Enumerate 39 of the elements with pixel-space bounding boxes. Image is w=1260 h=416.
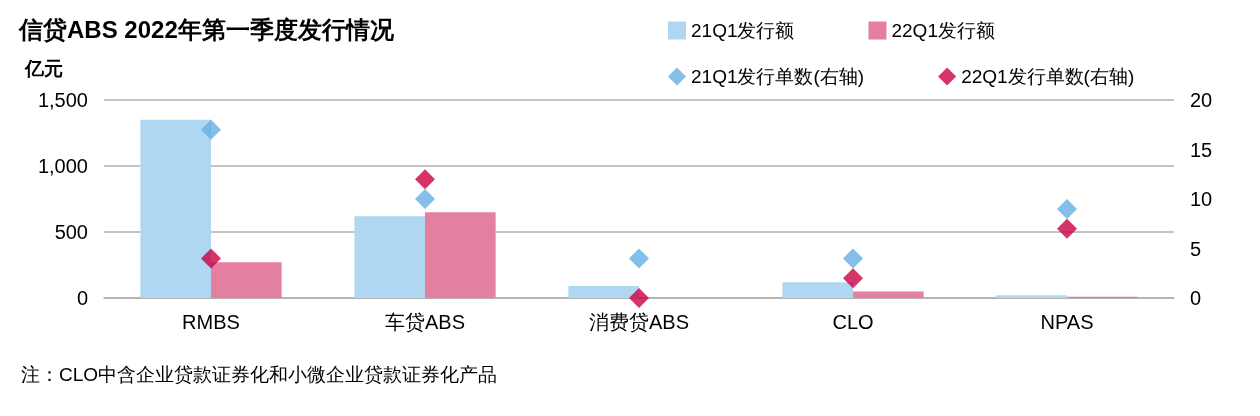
y2-tick-label: 10: [1190, 188, 1213, 210]
text: 注：CLO中含企业贷款证券化和小微企业贷款证券化产品: [21, 364, 498, 385]
x-tick-label: 车贷ABS: [384, 311, 466, 333]
y-tick-label: 500: [54, 221, 88, 243]
point: [201, 248, 221, 269]
x-tick-label: NPAS: [1040, 311, 1094, 333]
bar: [568, 286, 639, 298]
bar: [211, 262, 282, 298]
bar: [354, 216, 425, 298]
point: [843, 268, 863, 289]
point: [1057, 218, 1077, 239]
x-tick-label: 消费贷ABS: [588, 311, 690, 333]
y-tick-label: 1,500: [37, 89, 88, 111]
legend-label: 22Q1发行单数(右轴): [961, 66, 1135, 87]
y2-tick-label: 0: [1190, 287, 1202, 309]
y2-tick-label: 5: [1190, 237, 1202, 260]
y-axis-title: 亿元: [24, 58, 63, 79]
point: [629, 248, 649, 269]
bar: [782, 282, 853, 298]
y-tick-label: 1,000: [37, 155, 88, 177]
bar: [996, 295, 1067, 298]
legend-label: 21Q1发行额: [691, 20, 795, 41]
legend-label: 21Q1发行单数(右轴): [691, 66, 865, 87]
x-tick-label: CLO: [832, 311, 874, 333]
point: [415, 169, 435, 190]
point: [1057, 198, 1077, 219]
bar: [853, 291, 924, 298]
bar: [140, 119, 211, 298]
chart-title: 信贷ABS 2022年第一季度发行情况: [18, 15, 395, 43]
legend-label: 22Q1发行额: [891, 20, 995, 41]
point: [843, 248, 863, 269]
y2-tick-label: 20: [1190, 89, 1213, 111]
x-tick-label: RMBS: [182, 311, 240, 333]
bar: [425, 212, 496, 298]
y-tick-label: 0: [76, 287, 88, 309]
point: [629, 288, 649, 308]
y2-tick-label: 15: [1190, 138, 1213, 161]
point: [201, 119, 221, 140]
point: [415, 189, 435, 209]
